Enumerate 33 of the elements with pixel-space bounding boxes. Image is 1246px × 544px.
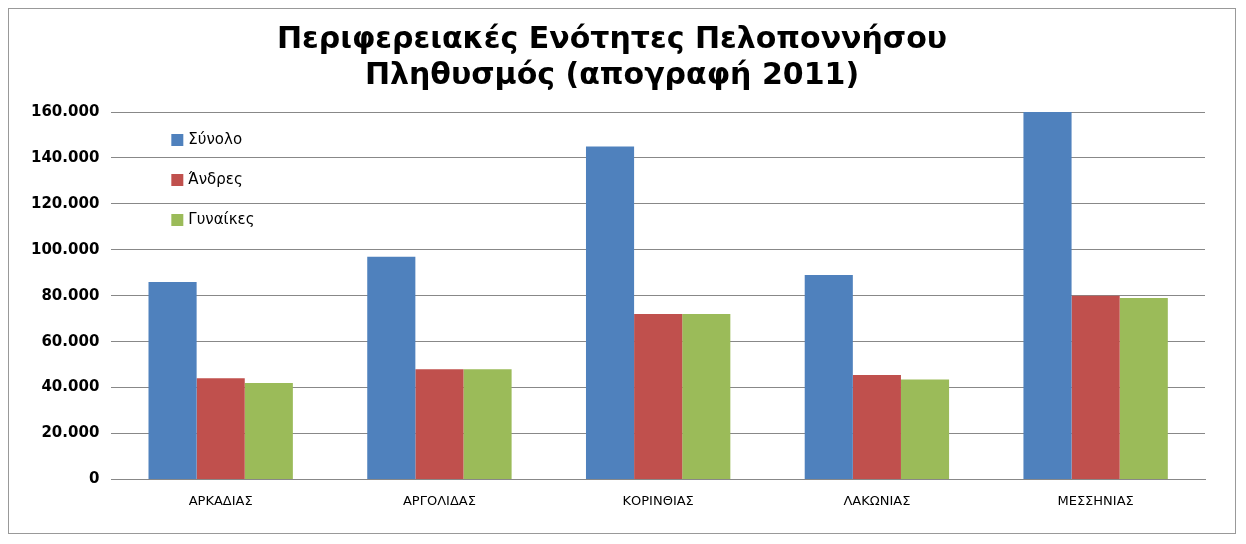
bar bbox=[415, 369, 464, 479]
y-tick-label: 140.000 bbox=[30, 147, 100, 166]
bar bbox=[682, 314, 731, 479]
bar bbox=[196, 378, 245, 479]
bar bbox=[148, 281, 197, 479]
bar bbox=[900, 379, 950, 479]
y-tick-label: 40.000 bbox=[41, 377, 100, 396]
legend-label: Σύνολο bbox=[188, 129, 243, 148]
chart-title: Περιφερειακές Ενότητες Πελοποννήσου Πληθυσμός (απογραφή 2011) bbox=[276, 19, 948, 91]
legend-label: Άνδρες bbox=[188, 169, 243, 188]
x-tick-label: ΑΡΓΟΛΙΔΑΣ bbox=[402, 492, 476, 508]
y-tick-label: 60.000 bbox=[41, 331, 100, 350]
bar bbox=[1071, 295, 1120, 479]
x-tick-label: ΛΑΚΩΝΙΑΣ bbox=[843, 492, 911, 508]
y-tick-label: 20.000 bbox=[41, 423, 100, 442]
bar bbox=[244, 382, 293, 479]
y-tick-label: 80.000 bbox=[41, 285, 100, 304]
x-tick-label: ΑΡΚΑΔΙΑΣ bbox=[188, 492, 253, 508]
bar bbox=[585, 146, 635, 479]
bar bbox=[1023, 112, 1072, 479]
bar bbox=[852, 374, 901, 479]
y-tick-label: 100.000 bbox=[30, 239, 100, 258]
bar bbox=[367, 256, 416, 479]
x-tick-label: ΜΕΣΣΗΝΙΑΣ bbox=[1057, 492, 1134, 508]
bar bbox=[1119, 298, 1168, 479]
legend-label: Γυναίκες bbox=[188, 209, 255, 228]
y-tick-label: 160.000 bbox=[30, 101, 100, 120]
bar bbox=[634, 314, 683, 479]
y-tick-label: 120.000 bbox=[30, 193, 100, 212]
x-tick-label: ΚΟΡΙΝΘΙΑΣ bbox=[622, 492, 694, 508]
bar bbox=[463, 369, 512, 479]
bar bbox=[804, 275, 853, 479]
y-tick-label: 0 bbox=[88, 469, 100, 488]
